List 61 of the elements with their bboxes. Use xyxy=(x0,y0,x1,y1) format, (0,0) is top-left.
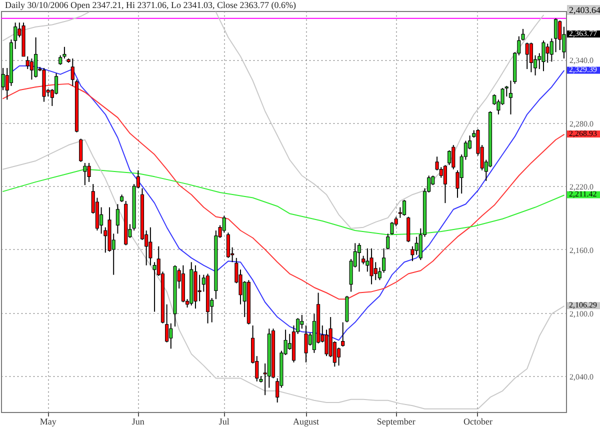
candlestick xyxy=(87,162,91,182)
data-label: 2,268.93 xyxy=(569,129,597,138)
candlestick xyxy=(550,38,554,62)
line-series xyxy=(2,83,564,300)
y-tick-label: 2,280.0 xyxy=(570,119,594,128)
line-series xyxy=(2,12,90,42)
candlestick xyxy=(324,329,328,357)
candlestick xyxy=(357,242,362,272)
candlestick xyxy=(370,248,374,285)
candlestick xyxy=(300,314,304,330)
candlestick xyxy=(554,18,558,53)
candlestick xyxy=(414,236,418,256)
y-tick-label: 2,220.0 xyxy=(570,182,594,192)
candlestick xyxy=(374,262,378,281)
x-tick-label: Jun xyxy=(132,416,145,426)
candlestick xyxy=(222,215,226,234)
candlestick xyxy=(529,42,533,73)
candlestick xyxy=(169,322,173,350)
candlestick xyxy=(54,72,58,95)
y-tick-label: 2,100.0 xyxy=(570,309,594,318)
candlestick xyxy=(546,43,550,64)
line-series xyxy=(215,12,544,229)
candlestick xyxy=(341,322,345,348)
candlestick xyxy=(304,324,308,363)
data-label: 2,329.39 xyxy=(569,65,597,74)
candlestick xyxy=(58,54,62,66)
candlestick xyxy=(30,58,34,80)
candlestick xyxy=(148,226,152,266)
candlestick xyxy=(452,144,456,170)
x-tick-label: May xyxy=(40,416,57,426)
candlestick xyxy=(34,36,38,78)
candlestick xyxy=(165,304,169,343)
x-tick-label: August xyxy=(293,416,320,426)
candlestick xyxy=(508,80,512,115)
line-series xyxy=(2,139,564,410)
candlestick xyxy=(448,150,452,166)
candlestick xyxy=(14,22,18,50)
data-label: 2,106.29 xyxy=(569,300,597,310)
candlestick xyxy=(79,138,83,162)
candlestick xyxy=(406,216,410,243)
text: 2,403.64 xyxy=(569,5,600,15)
candlestick xyxy=(378,266,382,281)
candlestick xyxy=(443,164,447,204)
data-label: 2,211.42 xyxy=(569,190,597,199)
candlestick xyxy=(366,248,370,272)
x-tick-label: Jul xyxy=(218,416,230,426)
candlestick xyxy=(402,199,406,216)
candlestick xyxy=(198,274,202,302)
candlestick xyxy=(83,162,87,186)
candlestick xyxy=(558,20,562,51)
x-tick-label: September xyxy=(376,416,416,426)
y-tick-label: 2,160.0 xyxy=(570,246,594,255)
x-tick-label: October xyxy=(463,416,492,426)
candlestick xyxy=(226,232,230,258)
chart-title: Daily 30/10/2006 Open 2347.21, Hi 2371.06, Lo 2341.03, Close 2363.77 (0.6%) xyxy=(3,0,298,11)
text: 2,363.77 xyxy=(569,28,597,38)
candlestick xyxy=(542,40,546,72)
candlestick xyxy=(525,42,529,70)
y-tick-label: 2,340.0 xyxy=(570,56,594,66)
candlestick xyxy=(116,204,120,234)
y-tick-label: 2,040.0 xyxy=(570,372,594,382)
